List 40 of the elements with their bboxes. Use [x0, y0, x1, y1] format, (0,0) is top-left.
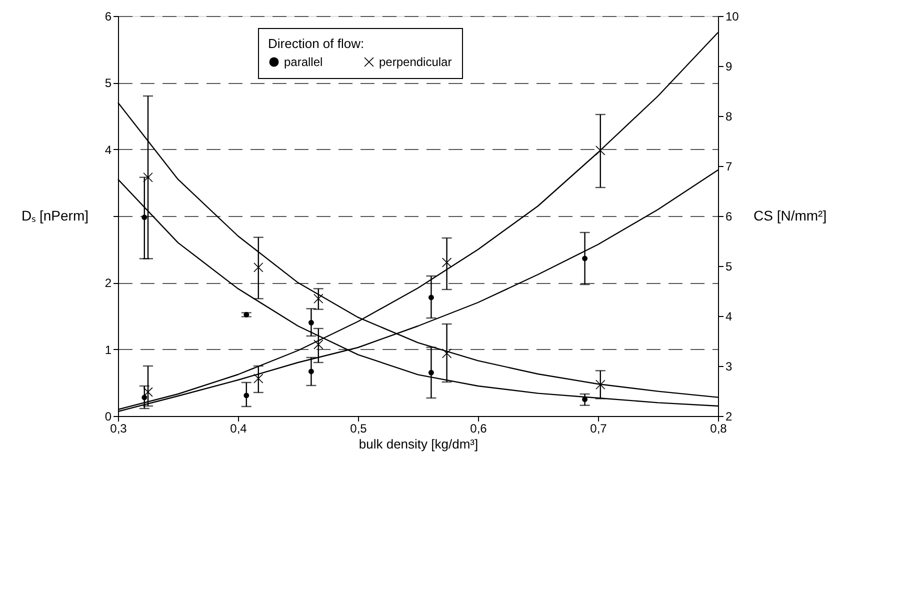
point	[244, 312, 250, 318]
point	[244, 392, 250, 398]
y2-tick-label: 10	[726, 10, 740, 24]
x-axis-title: bulk density [kg/dm³]	[358, 436, 478, 452]
legend-label: perpendicular	[379, 55, 452, 69]
legend-label: parallel	[284, 55, 323, 69]
y-tick-label: 2	[104, 276, 112, 290]
y-tick-label: 0	[104, 410, 112, 424]
y2-tick-label: 6	[726, 210, 732, 224]
point	[314, 294, 324, 304]
y-tick-label: 5	[104, 76, 112, 90]
point	[308, 368, 314, 374]
point	[308, 320, 314, 326]
y2-tick-label: 7	[726, 160, 732, 174]
x-tick-label: 0,4	[230, 422, 248, 436]
x-tick-label: 0,3	[110, 422, 128, 436]
y2-tick-label: 2	[726, 410, 732, 424]
x-tick-label: 0,6	[470, 422, 488, 436]
legend-title: Direction of flow:	[268, 36, 364, 51]
y2-tick-label: 8	[726, 110, 732, 124]
point	[596, 380, 606, 390]
y2-tick-label: 4	[726, 310, 732, 324]
point	[442, 348, 452, 358]
y-tick-label: 1	[104, 342, 112, 357]
point	[582, 396, 588, 402]
y2-tick-label: 5	[726, 260, 732, 274]
point	[428, 370, 434, 376]
y2-tick-label: 3	[726, 360, 732, 374]
point	[142, 214, 148, 220]
x-tick-label: 0,7	[590, 422, 608, 436]
y2-axis-title: CS [N/mm²]	[754, 208, 827, 224]
y2-tick-label: 9	[726, 60, 732, 74]
point	[582, 256, 588, 262]
y-axis-title: Dₛ [nPerm]	[21, 208, 88, 224]
x-tick-label: 0,5	[350, 422, 368, 436]
x-tick-label: 0,8	[710, 422, 728, 436]
y-tick-label: 4	[104, 142, 112, 157]
point	[143, 387, 153, 397]
point	[428, 294, 434, 300]
y-tick-label: 6	[104, 10, 112, 24]
